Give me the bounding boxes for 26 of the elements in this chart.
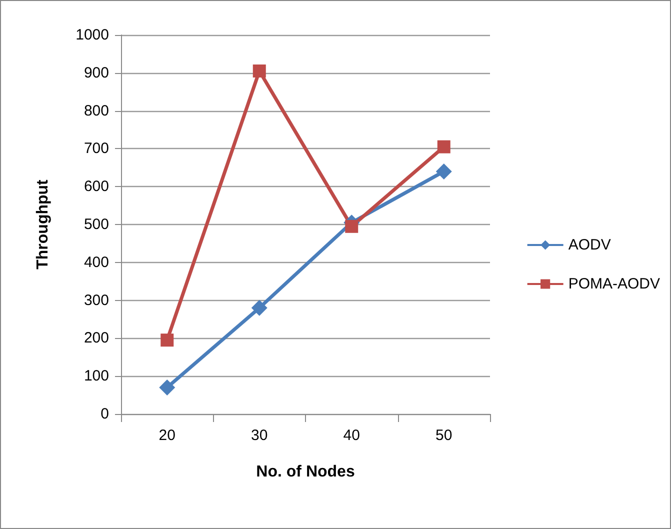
- point: [345, 220, 358, 233]
- point: [160, 334, 174, 347]
- y-tick-label: 200: [84, 330, 109, 347]
- x-tick-label: 20: [158, 427, 176, 444]
- legend-label: AODV: [568, 236, 611, 254]
- point: [251, 300, 268, 316]
- point: [436, 163, 452, 180]
- y-tick-label: 400: [84, 254, 109, 271]
- y-tick-label: 800: [84, 102, 109, 120]
- y-tick-label: 900: [84, 64, 109, 82]
- x-tick-label: 30: [251, 427, 268, 444]
- x-tick-label: 40: [343, 427, 360, 444]
- x-tick-label: 50: [436, 427, 452, 444]
- point: [252, 64, 266, 78]
- y-tick-label: 1000: [76, 26, 109, 44]
- y-tick-label: 700: [84, 140, 109, 158]
- legend-label: POMA-AODV: [568, 276, 660, 292]
- y-tick-label: 600: [84, 178, 109, 196]
- x-axis-title: No. of Nodes: [256, 464, 355, 480]
- y-tick-label: 500: [84, 216, 109, 233]
- point: [159, 379, 176, 396]
- y-tick-label: 300: [84, 292, 109, 309]
- y-tick-label: 100: [84, 368, 109, 385]
- y-tick-label: 0: [100, 406, 109, 422]
- y-axis-title: Throughput: [34, 178, 52, 270]
- point: [437, 140, 450, 154]
